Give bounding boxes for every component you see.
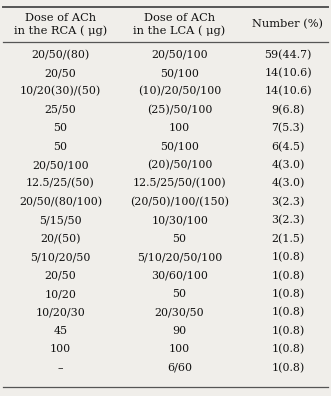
Text: 20/50: 20/50 [45, 270, 76, 281]
Text: 50: 50 [172, 234, 187, 244]
Text: 100: 100 [50, 344, 71, 354]
Text: 45: 45 [53, 326, 68, 336]
Text: 4(3.0): 4(3.0) [271, 160, 305, 170]
Text: 1(0.8): 1(0.8) [271, 252, 305, 263]
Text: 20/30/50: 20/30/50 [155, 307, 204, 318]
Text: 5/15/50: 5/15/50 [39, 215, 82, 225]
Text: 1(0.8): 1(0.8) [271, 326, 305, 336]
Text: 100: 100 [169, 344, 190, 354]
Text: 10/20: 10/20 [44, 289, 76, 299]
Text: 20/50/(80): 20/50/(80) [31, 50, 89, 60]
Text: Dose of ACh
in the LCA ( μg): Dose of ACh in the LCA ( μg) [133, 13, 226, 36]
Text: 5/10/20/50: 5/10/20/50 [30, 252, 91, 262]
Text: 50/100: 50/100 [160, 68, 199, 78]
Text: 14(10.6): 14(10.6) [264, 68, 312, 78]
Text: 30/60/100: 30/60/100 [151, 270, 208, 281]
Text: 20/50/(80/100): 20/50/(80/100) [19, 197, 102, 207]
Text: 20/50: 20/50 [45, 68, 76, 78]
Text: 2(1.5): 2(1.5) [271, 234, 305, 244]
Text: 1(0.8): 1(0.8) [271, 362, 305, 373]
Text: 1(0.8): 1(0.8) [271, 344, 305, 354]
Text: (20)/50/100: (20)/50/100 [147, 160, 212, 170]
Text: 20/50/100: 20/50/100 [151, 50, 208, 60]
Text: (25)/50/100: (25)/50/100 [147, 105, 212, 115]
Text: 10/30/100: 10/30/100 [151, 215, 208, 225]
Text: 20/50/100: 20/50/100 [32, 160, 89, 170]
Text: 1(0.8): 1(0.8) [271, 289, 305, 299]
Text: 10/20(30)/(50): 10/20(30)/(50) [20, 86, 101, 97]
Text: 100: 100 [169, 123, 190, 133]
Text: 6(4.5): 6(4.5) [271, 141, 305, 152]
Text: Number (%): Number (%) [253, 19, 323, 30]
Text: 12.5/25/(50): 12.5/25/(50) [26, 178, 95, 189]
Text: Dose of ACh
in the RCA ( μg): Dose of ACh in the RCA ( μg) [14, 13, 107, 36]
Text: 20/(50): 20/(50) [40, 234, 81, 244]
Text: 6/60: 6/60 [167, 363, 192, 373]
Text: 59(44.7): 59(44.7) [264, 50, 312, 60]
Text: 9(6.8): 9(6.8) [271, 105, 305, 115]
Text: 10/20/30: 10/20/30 [35, 307, 85, 318]
Text: (10)/20/50/100: (10)/20/50/100 [138, 86, 221, 97]
Text: 12.5/25/50/(100): 12.5/25/50/(100) [133, 178, 226, 189]
Text: 1(0.8): 1(0.8) [271, 307, 305, 318]
Text: 7(5.3): 7(5.3) [271, 123, 305, 133]
Text: 25/50: 25/50 [45, 105, 76, 115]
Text: 4(3.0): 4(3.0) [271, 178, 305, 189]
Text: 3(2.3): 3(2.3) [271, 215, 305, 226]
Text: –: – [58, 363, 63, 373]
Text: 90: 90 [172, 326, 187, 336]
Text: (20/50)/100/(150): (20/50)/100/(150) [130, 197, 229, 207]
Text: 14(10.6): 14(10.6) [264, 86, 312, 97]
Text: 5/10/20/50/100: 5/10/20/50/100 [137, 252, 222, 262]
Text: 1(0.8): 1(0.8) [271, 270, 305, 281]
Text: 3(2.3): 3(2.3) [271, 197, 305, 207]
Text: 50: 50 [53, 123, 68, 133]
Text: 50/100: 50/100 [160, 142, 199, 152]
Text: 50: 50 [172, 289, 187, 299]
Text: 50: 50 [53, 142, 68, 152]
